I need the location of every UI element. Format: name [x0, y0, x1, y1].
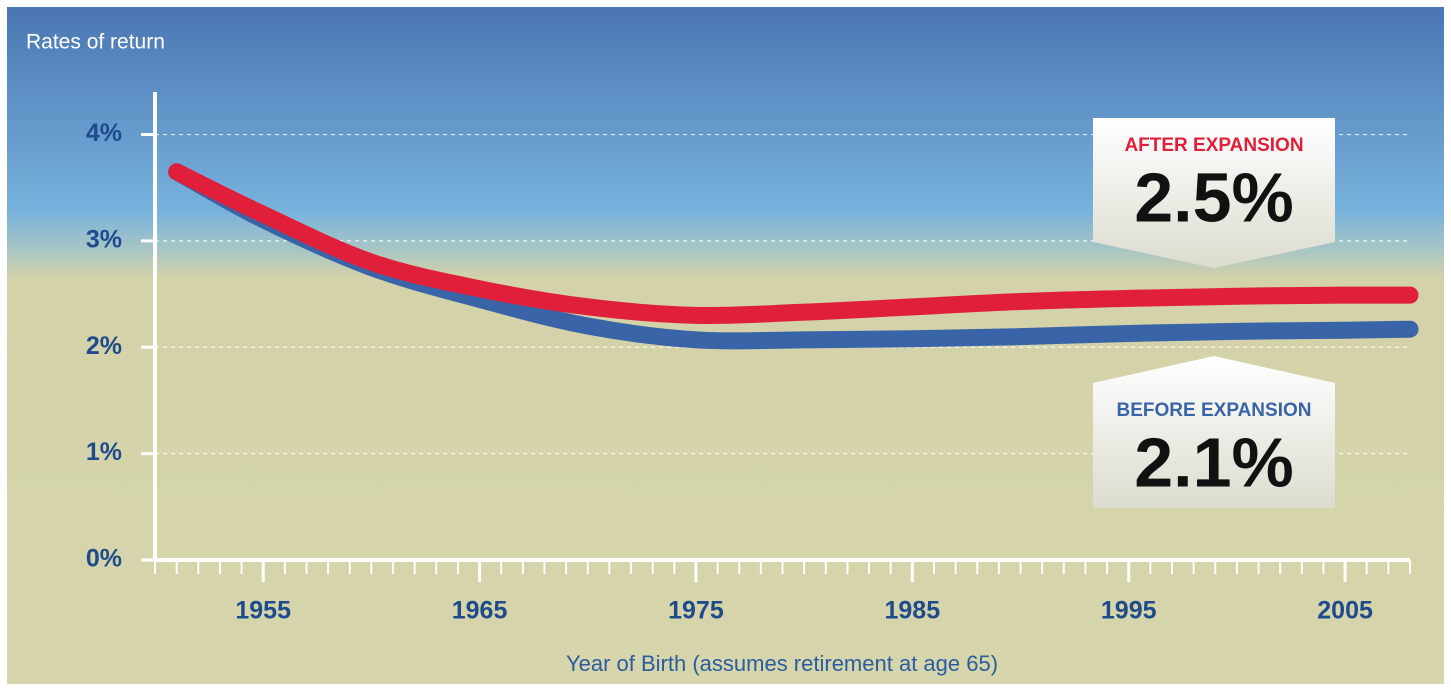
legend-label: BEFORE EXPANSION — [1117, 400, 1312, 421]
x-axis-label: Year of Birth (assumes retirement at age… — [566, 651, 998, 676]
y-tick-label: 1% — [86, 438, 122, 466]
y-tick-label: 4% — [86, 119, 122, 147]
y-tick-label: 0% — [86, 545, 122, 573]
x-tick-label: 1985 — [885, 597, 941, 625]
callout-value: 2.1% — [1134, 423, 1294, 501]
y-tick-label: 3% — [86, 226, 122, 254]
x-tick-label: 2005 — [1317, 597, 1373, 625]
callout-box — [1093, 118, 1335, 268]
chart-title: Rates of return — [26, 31, 165, 54]
x-tick-label: 1955 — [235, 597, 291, 625]
callout-value: 2.5% — [1134, 158, 1294, 236]
y-tick-label: 2% — [86, 332, 122, 360]
x-tick-label: 1965 — [452, 597, 508, 625]
plot: 0% 1% 2% 3% 4% 1955 1965 1975 1985 1995 2005 AFTER … — [86, 92, 1419, 625]
series-line — [168, 163, 1419, 325]
legend-label: AFTER EXPANSION — [1124, 135, 1303, 156]
x-tick-label: 1995 — [1101, 597, 1157, 625]
x-tick-label: 1975 — [668, 597, 724, 625]
callout-box — [1093, 356, 1335, 508]
